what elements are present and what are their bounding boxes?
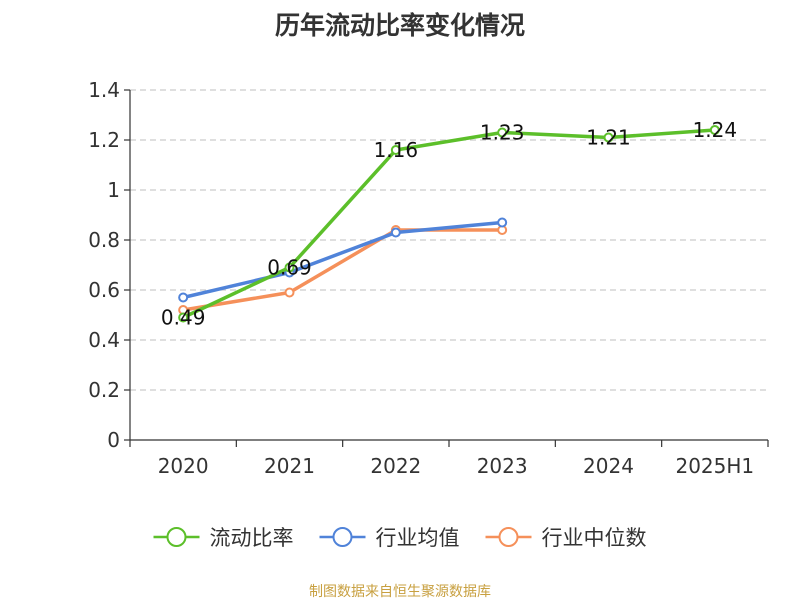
data-label: 1.23: [480, 121, 525, 145]
data-point[interactable]: [497, 217, 508, 228]
data-point[interactable]: [284, 262, 295, 273]
data-point[interactable]: [178, 292, 189, 303]
legend-item-0[interactable]: 流动比率: [153, 526, 294, 550]
series-line: [181, 220, 504, 300]
legend-marker: [166, 527, 187, 547]
series-0: [178, 125, 720, 323]
y-tick-label: 1.2: [88, 128, 120, 152]
data-point[interactable]: [497, 127, 508, 138]
series-line: [181, 228, 504, 312]
legend-label: 流动比率: [210, 526, 294, 550]
source-note: 制图数据来自恒生聚源数据库: [309, 584, 491, 600]
data-label: 1.16: [374, 138, 419, 162]
data-label: 0.69: [267, 256, 312, 280]
data-point[interactable]: [390, 227, 401, 238]
data-point[interactable]: [603, 132, 614, 143]
data-label: 1.21: [586, 126, 631, 150]
y-tick-label: 0.6: [88, 278, 120, 302]
x-tick-label: 2024: [583, 454, 634, 478]
legend[interactable]: 流动比率 行业均值 行业中位数: [153, 526, 647, 550]
data-point[interactable]: [284, 287, 295, 298]
legend-item-1[interactable]: 行业均值: [319, 526, 460, 550]
x-tick-label: 2021: [264, 454, 315, 478]
x-tick-label: 2023: [477, 454, 528, 478]
series-lines: [178, 125, 720, 323]
data-label: 1.24: [693, 118, 738, 142]
data-label: 0.49: [161, 306, 206, 330]
y-tick-label: 1: [107, 178, 120, 202]
legend-marker: [332, 527, 353, 547]
legend-marker: [498, 527, 519, 547]
grid-lines: [130, 89, 768, 391]
data-point[interactable]: [390, 145, 401, 155]
axes: 0 0.2 0.4 0.6 0.8 1 1.2 1.4 2020 2021 2022 2023 2024…: [88, 78, 769, 478]
series-1: [178, 217, 508, 303]
series-line: [181, 128, 717, 320]
y-tick-label: 0: [107, 428, 120, 452]
y-tick-label: 0.2: [88, 378, 120, 402]
y-tick-label: 1.4: [88, 78, 120, 102]
data-point[interactable]: [709, 125, 720, 135]
x-tick-label: 2022: [370, 454, 421, 478]
data-point[interactable]: [178, 312, 189, 323]
series-2: [178, 225, 508, 315]
x-tick-label: 2020: [158, 454, 209, 478]
legend-label: 行业均值: [376, 526, 460, 550]
x-tick-label: 2025H1: [675, 454, 754, 478]
data-labels: 0.49 0.69 1.16 1.23 1.21 1.24: [161, 118, 737, 330]
legend-item-2[interactable]: 行业中位数: [485, 526, 647, 550]
legend-label: 行业中位数: [542, 526, 647, 550]
y-tick-label: 0.4: [88, 328, 120, 352]
y-tick-label: 0.8: [88, 228, 120, 252]
chart-title: 历年流动比率变化情况: [275, 11, 525, 40]
